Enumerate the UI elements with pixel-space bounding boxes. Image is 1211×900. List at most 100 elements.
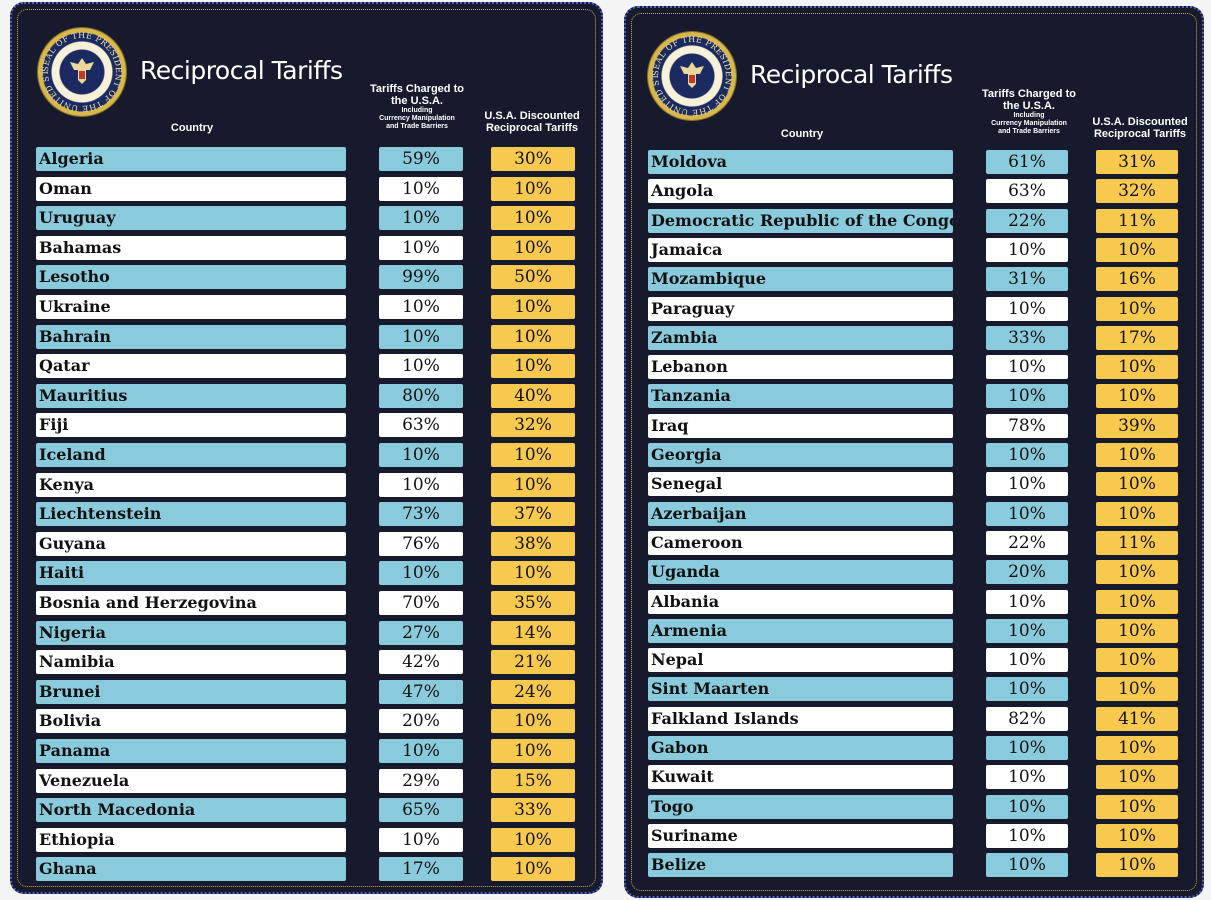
- reciprocal-tariff-cell: 10%: [1096, 472, 1178, 497]
- reciprocal-tariff-cell: 21%: [491, 650, 575, 675]
- charged-tariff-cell: 10%: [986, 648, 1068, 673]
- reciprocal-tariff-cell: 10%: [1096, 794, 1178, 819]
- country-cell: Ukraine: [36, 295, 346, 319]
- charged-tariff-cell: 82%: [986, 706, 1068, 731]
- charged-tariff-cell: 10%: [379, 324, 463, 349]
- charged-tariff-cell: 10%: [379, 827, 463, 852]
- discounted-column-header: U.S.A. Discounted Reciprocal Tariffs: [484, 110, 580, 134]
- country-cell: Mozambique: [648, 267, 953, 292]
- reciprocal-tariff-cell: 10%: [491, 472, 575, 497]
- country-cell: Democratic Republic of the Congo: [648, 208, 953, 233]
- charged-tariff-cell: 10%: [379, 176, 463, 201]
- eagle-icon: [680, 62, 704, 88]
- country-cell: Algeria: [36, 147, 346, 171]
- reciprocal-tariff-cell: 10%: [491, 857, 575, 882]
- country-cell: Brunei: [36, 679, 346, 704]
- reciprocal-tariff-cell: 10%: [1096, 853, 1178, 878]
- country-cell: Uruguay: [36, 206, 346, 231]
- reciprocal-tariff-cell: 10%: [1096, 765, 1178, 790]
- country-column-header: Country: [780, 128, 824, 140]
- eagle-icon: [70, 58, 94, 84]
- country-cell: Qatar: [36, 354, 346, 379]
- country-cell: Belize: [648, 853, 953, 878]
- country-cell: Jamaica: [648, 237, 953, 262]
- charged-tariff-cell: 10%: [986, 794, 1068, 819]
- charged-tariff-cell: 17%: [379, 857, 463, 882]
- country-cell: Albania: [648, 589, 953, 614]
- country-cell: Gabon: [648, 736, 953, 760]
- page-title: Reciprocal Tariffs: [750, 60, 953, 89]
- charged-column-header: Tariffs Charged to the U.S.A. Including …: [976, 88, 1082, 136]
- country-cell: Togo: [648, 794, 953, 819]
- reciprocal-tariff-cell: 50%: [491, 265, 575, 290]
- country-cell: Kuwait: [648, 765, 953, 790]
- charged-tariff-cell: 10%: [986, 618, 1068, 643]
- charged-tariff-cell: 99%: [379, 265, 463, 290]
- charged-header-sub1: Including: [401, 107, 433, 114]
- country-cell: Cameroon: [648, 530, 953, 555]
- charged-tariff-cell: 31%: [986, 267, 1068, 292]
- reciprocal-tariff-cell: 10%: [491, 235, 575, 260]
- reciprocal-tariff-cell: 41%: [1096, 706, 1178, 731]
- charged-tariff-cell: 10%: [986, 736, 1068, 760]
- country-cell: Angola: [648, 179, 953, 204]
- presidential-seal-icon: SEAL OF THE PRESIDENT OF THE UNITED STAT…: [648, 32, 736, 120]
- reciprocal-tariff-cell: 10%: [491, 324, 575, 349]
- charged-column-header: Tariffs Charged to the U.S.A. Including …: [364, 83, 470, 131]
- reciprocal-tariff-cell: 10%: [491, 709, 575, 734]
- charged-tariff-cell: 10%: [379, 472, 463, 497]
- charged-header-sub3: and Trade Barriers: [386, 123, 448, 130]
- charged-tariff-cell: 22%: [986, 530, 1068, 555]
- charged-tariff-cell: 73%: [379, 502, 463, 527]
- reciprocal-tariff-cell: 11%: [1096, 208, 1178, 233]
- country-cell: North Macedonia: [36, 798, 346, 823]
- charged-tariff-cell: 10%: [986, 823, 1068, 848]
- country-cell: Azerbaijan: [648, 501, 953, 526]
- charged-tariff-cell: 47%: [379, 679, 463, 704]
- charged-tariff-cell: 10%: [986, 853, 1068, 878]
- country-cell: Kenya: [36, 472, 346, 497]
- country-cell: Lesotho: [36, 265, 346, 290]
- country-cell: Suriname: [648, 823, 953, 848]
- charged-tariff-cell: 10%: [986, 384, 1068, 409]
- charged-header-main: Tariffs Charged to the U.S.A.: [370, 83, 464, 107]
- country-cell: Iceland: [36, 443, 346, 467]
- charged-tariff-cell: 10%: [986, 677, 1068, 702]
- charged-header-main: Tariffs Charged to the U.S.A.: [982, 88, 1076, 112]
- charged-tariff-cell: 42%: [379, 650, 463, 675]
- reciprocal-tariff-cell: 40%: [491, 383, 575, 408]
- reciprocal-tariff-cell: 10%: [1096, 501, 1178, 526]
- country-cell: Iraq: [648, 413, 953, 438]
- reciprocal-tariff-cell: 10%: [491, 443, 575, 467]
- country-cell: Haiti: [36, 561, 346, 586]
- country-cell: Panama: [36, 739, 346, 763]
- country-cell: Bolivia: [36, 709, 346, 734]
- reciprocal-tariff-cell: 30%: [491, 147, 575, 171]
- right-table-panel: SEAL OF THE PRESIDENT OF THE UNITED STAT…: [624, 6, 1204, 898]
- reciprocal-tariff-cell: 10%: [1096, 355, 1178, 380]
- charged-tariff-cell: 63%: [379, 413, 463, 438]
- country-cell: Bahrain: [36, 324, 346, 349]
- reciprocal-tariff-cell: 10%: [1096, 296, 1178, 321]
- reciprocal-tariff-cell: 32%: [491, 413, 575, 438]
- charged-tariff-cell: 10%: [986, 589, 1068, 614]
- reciprocal-tariff-cell: 16%: [1096, 267, 1178, 292]
- charged-tariff-cell: 10%: [379, 443, 463, 467]
- reciprocal-tariff-cell: 10%: [1096, 237, 1178, 262]
- charged-tariff-cell: 10%: [986, 472, 1068, 497]
- charged-header-sub3: and Trade Barriers: [998, 128, 1060, 135]
- country-cell: Uganda: [648, 560, 953, 585]
- charged-tariff-cell: 59%: [379, 147, 463, 171]
- country-cell: Bahamas: [36, 235, 346, 260]
- charged-tariff-cell: 10%: [379, 206, 463, 231]
- charged-tariff-cell: 10%: [986, 237, 1068, 262]
- country-cell: Nigeria: [36, 620, 346, 645]
- reciprocal-tariff-cell: 17%: [1096, 325, 1178, 350]
- country-cell: Fiji: [36, 413, 346, 438]
- presidential-seal-icon: SEAL OF THE PRESIDENT OF THE UNITED STAT…: [38, 28, 126, 116]
- charged-tariff-cell: 61%: [986, 150, 1068, 174]
- reciprocal-tariff-cell: 11%: [1096, 530, 1178, 555]
- charged-tariff-cell: 80%: [379, 383, 463, 408]
- country-cell: Bosnia and Herzegovina: [36, 591, 346, 615]
- charged-tariff-cell: 10%: [986, 501, 1068, 526]
